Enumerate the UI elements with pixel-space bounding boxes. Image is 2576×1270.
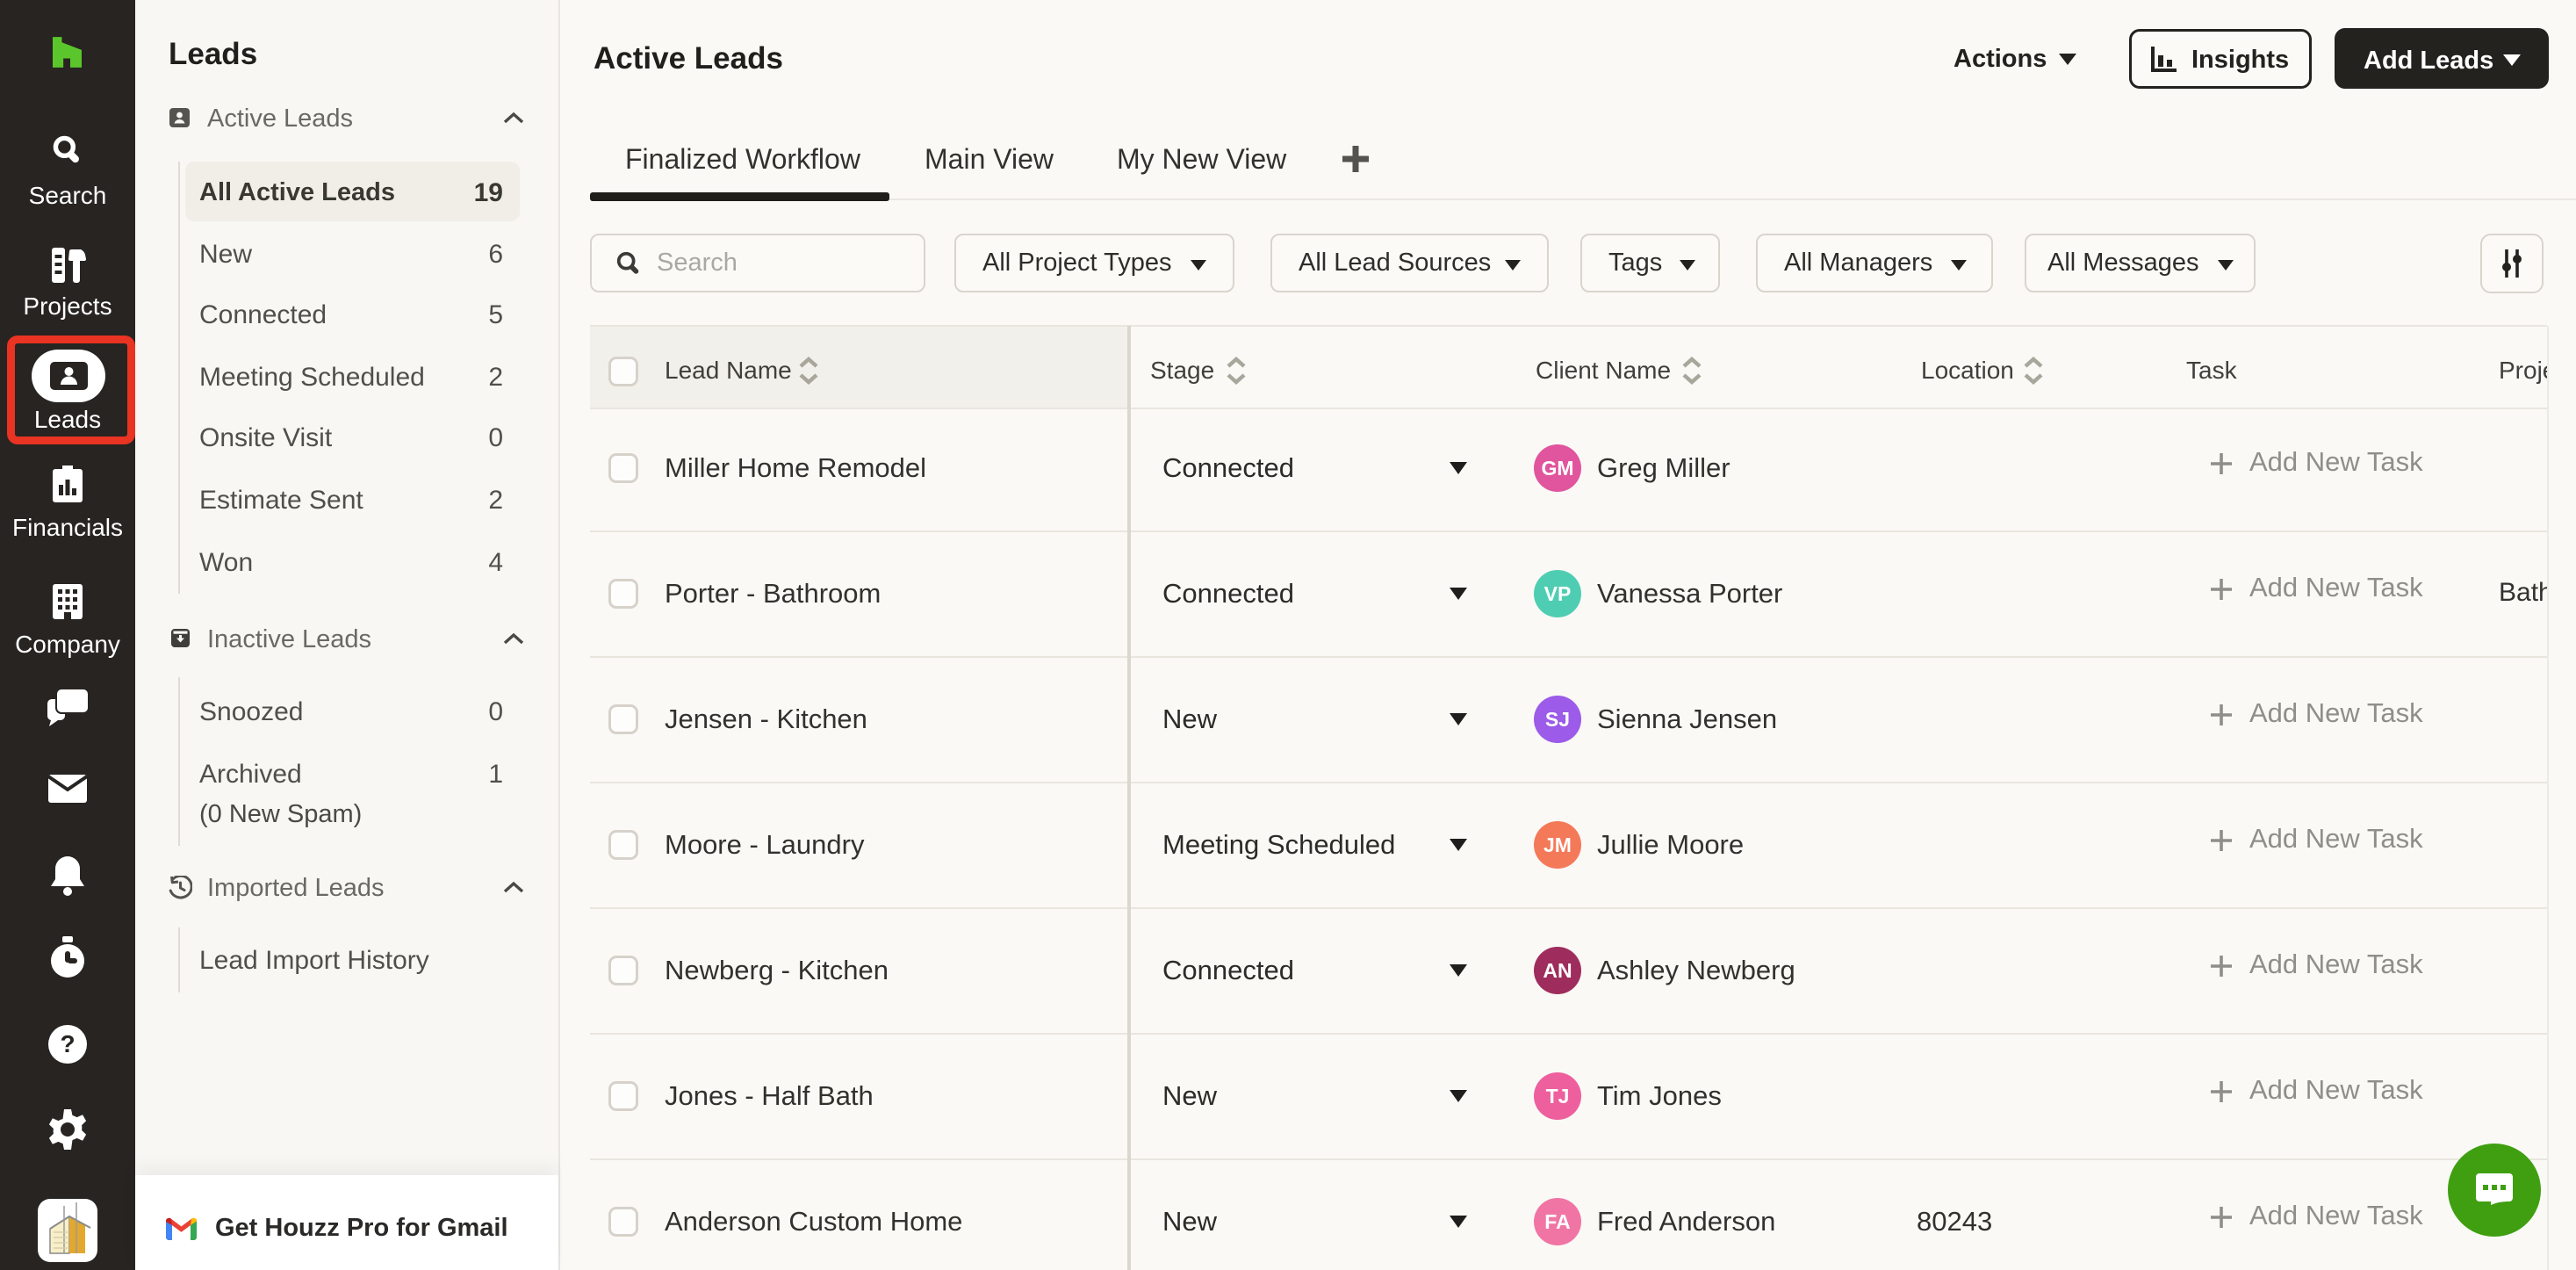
svg-text:?: ? xyxy=(60,1030,75,1057)
